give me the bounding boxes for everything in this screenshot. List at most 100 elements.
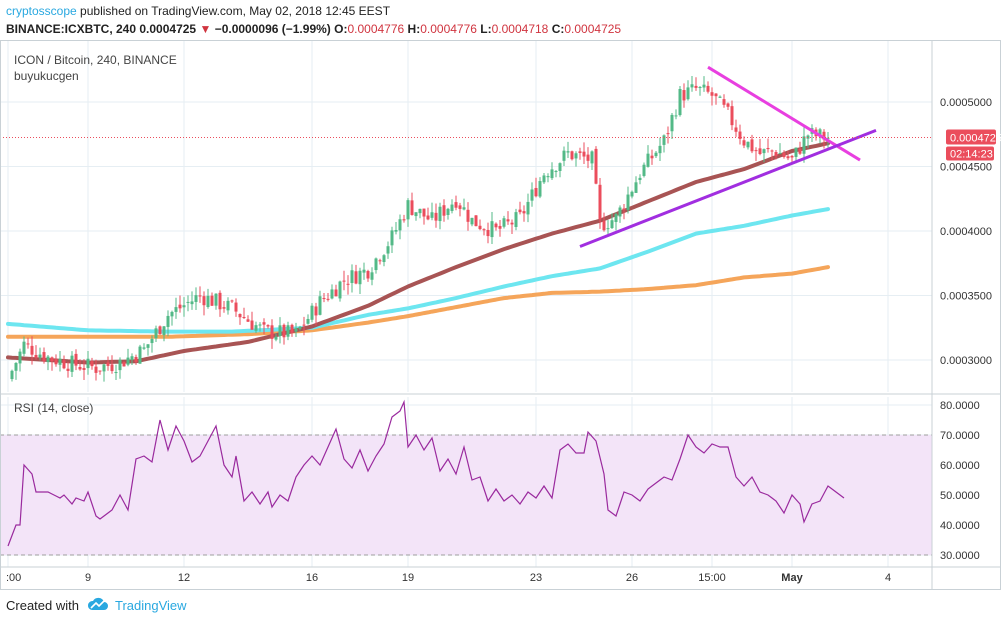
candle [542,172,546,185]
time-tick-label: :00 [6,572,21,584]
candle-body [634,182,638,193]
candle [406,198,410,227]
candle [222,300,226,313]
candle-body [778,153,782,155]
high-value: 0.0004776 [420,22,477,36]
candle [266,324,270,329]
candle-body [610,220,614,229]
candle [674,109,678,120]
candle [534,177,538,198]
candle [114,364,118,381]
candle [666,126,670,144]
candle [462,198,466,211]
candle [514,208,518,231]
candle-body [482,229,486,231]
price-label: 0.0004725 02:14:23 [946,129,1002,161]
candle [162,326,166,342]
pane-borders [0,40,1001,590]
candle-body [694,85,698,88]
candle [10,369,14,382]
candle [26,337,30,349]
candle [238,313,242,325]
candle [186,295,190,312]
candle-body [630,191,634,197]
candle [374,257,378,274]
candle-body [142,347,146,349]
candle [486,222,490,244]
candle-body [474,215,478,227]
chart-canvas[interactable]: 0.00030000.00035000.00040000.00045000.00… [0,40,1002,592]
candle-body [254,325,258,331]
candle [234,298,238,317]
candle-body [750,139,754,152]
candle [778,143,782,155]
candle-body [178,304,182,309]
candle-body [730,106,734,126]
candle [110,355,114,374]
time-axis[interactable]: :00 9 12 16 19 23 26 15:00 May 4 [6,572,891,584]
candle-body [162,326,166,336]
candle-body [646,153,650,167]
candle-body [286,325,290,337]
candle [138,344,142,364]
candle-body [770,150,774,152]
candle [726,102,730,111]
candle-body [390,230,394,246]
candle [294,322,298,338]
candle-body [242,316,246,318]
candle [134,354,138,365]
candle [166,310,170,337]
last-price: 0.0004725 [139,22,197,36]
candle [350,264,354,293]
author-link[interactable]: cryptosscope [6,4,77,18]
candle [98,370,102,375]
candle-body [790,155,794,158]
candle [586,147,590,169]
candle-body [434,212,438,221]
open-label: O: [334,22,348,36]
candle [658,137,662,162]
candle-body [238,314,242,318]
candle [546,173,550,183]
candle [438,202,442,230]
candle-body [90,361,94,367]
candle [306,314,310,325]
candle [762,148,766,163]
candle-body [666,133,670,135]
candle [746,141,750,150]
candle [66,361,70,378]
candle [182,297,186,317]
candle-body [794,147,798,157]
candle-body [34,354,38,358]
candle-body [22,341,26,354]
candle-body [190,301,194,305]
candle-body [154,328,158,339]
candle [574,151,578,167]
candle [446,207,450,220]
tradingview-link[interactable]: TradingView [114,598,187,613]
candle-body [426,215,430,220]
candle [418,208,422,219]
time-tick-label: 23 [530,572,542,584]
candle-body [330,289,334,299]
candle [590,150,594,170]
candle [230,299,234,303]
candle [458,202,462,217]
candle [50,356,54,371]
candle [770,149,774,161]
candle [18,348,22,372]
candle-body [614,213,618,222]
price-axis[interactable]: 0.0003000 0.0003500 0.0004000 0.0004500 0.00… [940,97,992,367]
candle-body [734,127,738,132]
candle [30,336,34,365]
candle-body [674,115,678,117]
candle [646,145,650,168]
candle [734,119,738,137]
candle-body [210,295,214,306]
candle [610,213,614,229]
candle [246,315,250,323]
candle [622,204,626,220]
rsi-axis[interactable]: 30.0000 40.0000 50.0000 60.0000 70.0000 80.00… [940,400,980,562]
candle [702,76,706,92]
candle-body [78,366,82,370]
